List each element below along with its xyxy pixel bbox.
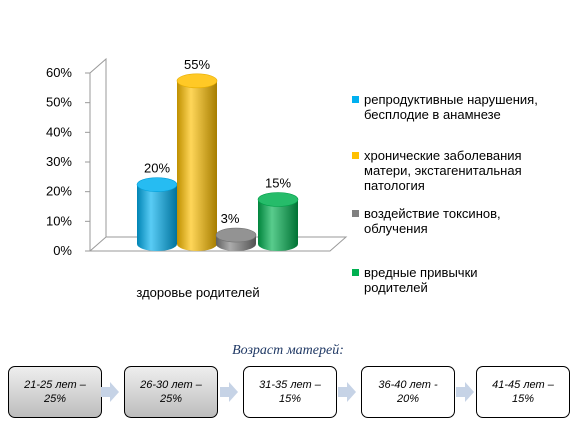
legend-swatch bbox=[352, 96, 359, 103]
age-group-box: 21-25 лет – 25% bbox=[8, 366, 102, 418]
legend-swatch bbox=[352, 210, 359, 217]
legend-label: хронические заболевания матери, экстаген… bbox=[364, 148, 522, 193]
y-tick-label: 10% bbox=[46, 213, 72, 228]
data-label: 3% bbox=[221, 211, 240, 226]
chart-frame bbox=[88, 57, 348, 252]
bar-top bbox=[176, 73, 218, 89]
age-group-box: 31-35 лет – 15% bbox=[243, 366, 337, 418]
legend-item: воздействие токсинов, облучения bbox=[352, 206, 562, 236]
data-label: 55% bbox=[184, 57, 210, 72]
legend-swatch bbox=[352, 152, 359, 159]
bar-body bbox=[258, 199, 298, 251]
y-tick-label: 60% bbox=[46, 65, 72, 80]
bar-body bbox=[177, 80, 217, 251]
legend-item: хронические заболевания матери, экстаген… bbox=[352, 148, 562, 193]
y-tick-label: 50% bbox=[46, 95, 72, 110]
bar-top bbox=[136, 177, 178, 192]
arrow-right-icon bbox=[338, 382, 356, 402]
legend-label: репродуктивные нарушения, бесплодие в ан… bbox=[364, 92, 538, 122]
legend-item: репродуктивные нарушения, бесплодие в ан… bbox=[352, 92, 562, 122]
y-axis-ticks: 0% 10% 20% 30% 40% 50% 60% bbox=[46, 65, 90, 258]
bar-body bbox=[137, 184, 177, 251]
bar-chart: 0% 10% 20% 30% 40% 50% 60% 20% 55% 3% 15% здоровь… bbox=[46, 57, 348, 300]
y-tick-label: 40% bbox=[46, 124, 72, 139]
legend-label: воздействие токсинов, облучения bbox=[364, 206, 501, 236]
y-tick-label: 0% bbox=[53, 243, 72, 258]
age-group-box: 36-40 лет - 20% bbox=[361, 366, 455, 418]
legend-swatch bbox=[352, 269, 359, 276]
bar-cylinder bbox=[257, 192, 299, 251]
x-axis-category-label: здоровье родителей bbox=[136, 285, 259, 300]
data-label: 15% bbox=[265, 176, 291, 191]
chart-bars bbox=[136, 73, 299, 251]
bar-top bbox=[215, 227, 257, 243]
y-tick-label: 20% bbox=[46, 184, 72, 199]
legend-item: вредные привычки родителей bbox=[352, 265, 562, 295]
back-wall bbox=[89, 57, 107, 251]
bar-cylinder bbox=[215, 227, 257, 251]
arrow-right-icon bbox=[220, 382, 238, 402]
arrow-right-icon bbox=[101, 382, 119, 402]
y-tick-label: 30% bbox=[46, 154, 72, 169]
legend-label: вредные привычки родителей bbox=[364, 265, 478, 295]
data-label: 20% bbox=[144, 161, 170, 176]
bar-top bbox=[257, 192, 299, 207]
bar-cylinder bbox=[176, 73, 218, 251]
chart-floor bbox=[88, 236, 348, 252]
bar-cylinder bbox=[136, 177, 178, 251]
data-labels: 20% 55% 3% 15% bbox=[144, 57, 291, 226]
age-group-box: 41-45 лет – 15% bbox=[476, 366, 570, 418]
arrow-right-icon bbox=[456, 382, 474, 402]
age-group-box: 26-30 лет – 25% bbox=[124, 366, 218, 418]
age-section-title: Возраст матерей: bbox=[232, 343, 344, 358]
